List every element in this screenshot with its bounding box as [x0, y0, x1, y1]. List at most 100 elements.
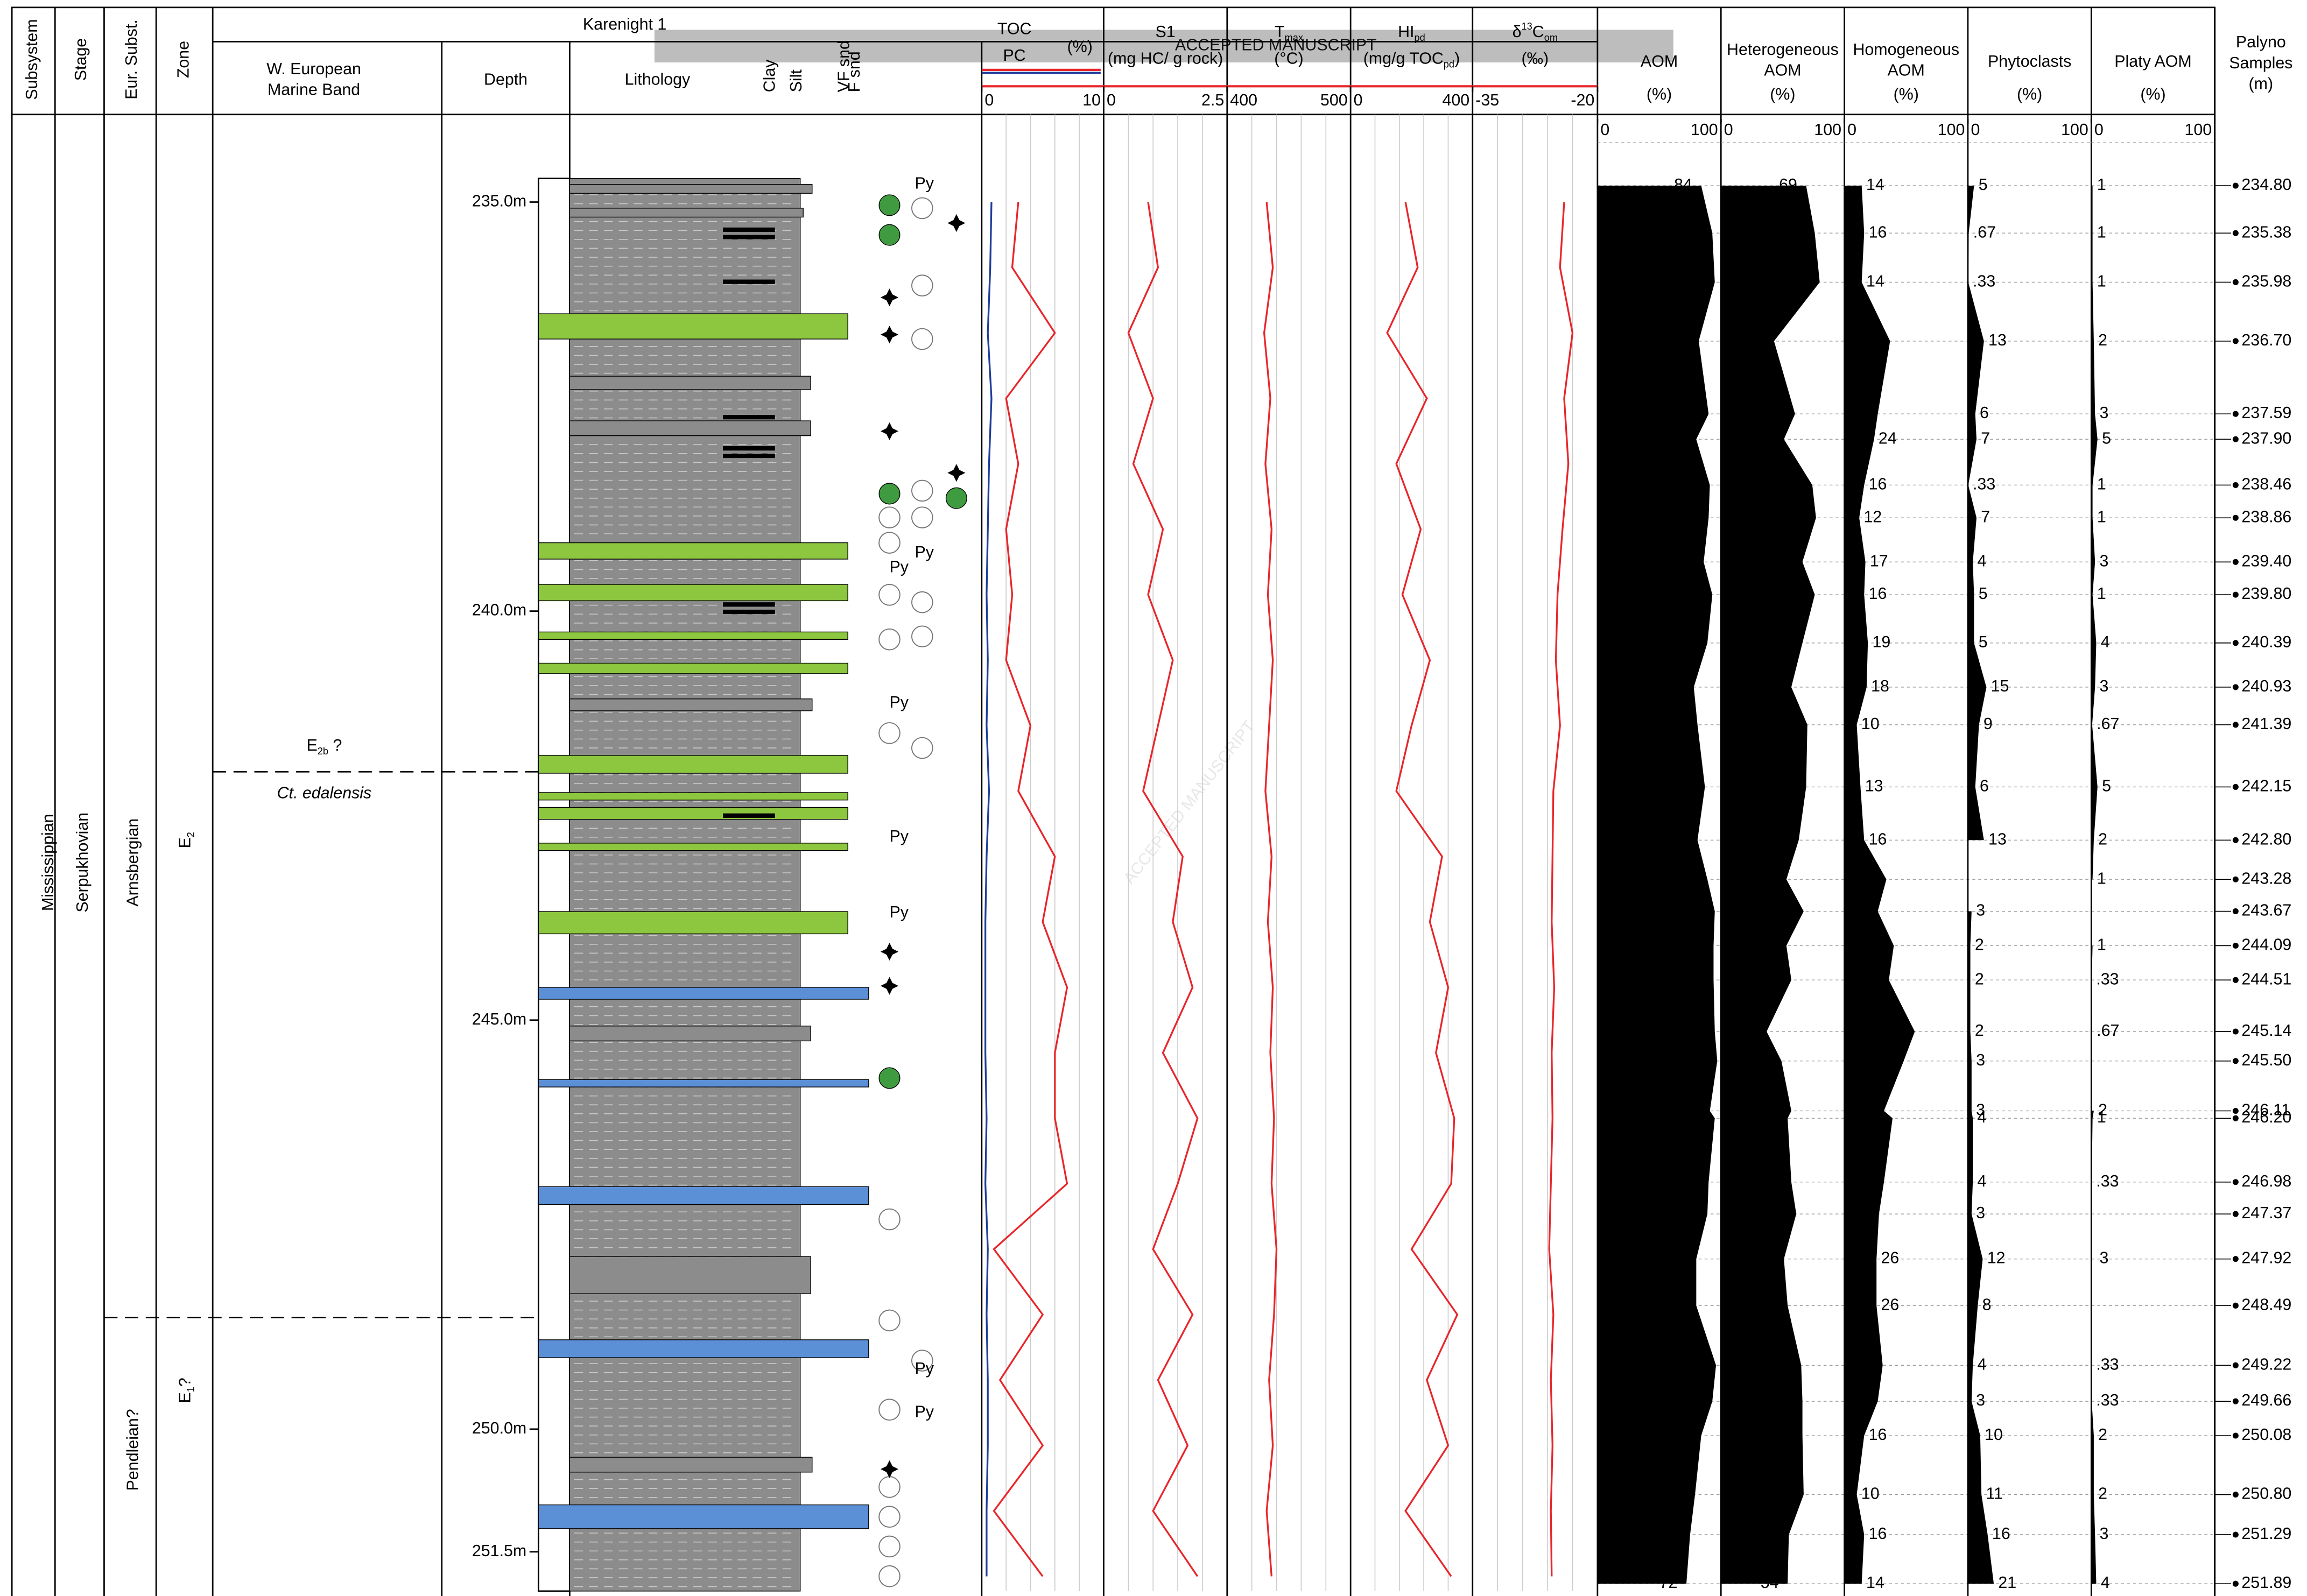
- x-tick-label: 0: [1107, 91, 1116, 109]
- shell-fossil: [912, 275, 933, 296]
- value-label: .67: [1973, 223, 1996, 241]
- text-part: (mg HC/ g rock): [1108, 50, 1223, 68]
- sample-label: 238.46: [2241, 475, 2291, 493]
- panel-unit: (%): [2017, 85, 2042, 103]
- depth-tick-label: 250.0m: [472, 1419, 526, 1437]
- value-label: 93: [1685, 1391, 1704, 1409]
- value-label: 53: [1759, 935, 1777, 954]
- siltstone-bed: [538, 793, 848, 800]
- plant-fossil: [879, 1068, 900, 1089]
- value-label: 2: [2098, 1425, 2107, 1444]
- plant-fossil: [879, 224, 900, 245]
- shell-fossil: [879, 507, 900, 528]
- value-label: 13: [1988, 331, 2007, 349]
- value-label: 12: [1863, 507, 1882, 526]
- column-header: Palyno: [2236, 33, 2286, 51]
- coal-streak: [723, 415, 775, 419]
- value-label: 57: [1764, 677, 1783, 695]
- shell-fossil: [879, 1506, 900, 1527]
- value-label: 57: [1764, 1172, 1783, 1190]
- value-label: 37: [1740, 1021, 1758, 1040]
- sample-point: [2233, 183, 2239, 189]
- column-header: Stage: [72, 38, 90, 81]
- value-label: 36: [1862, 970, 1880, 988]
- column-header: Depth: [484, 70, 527, 88]
- value-label: 37: [1863, 331, 1881, 349]
- value-label: 43: [1747, 331, 1765, 349]
- value-label: 3: [2099, 1524, 2108, 1543]
- text-part: (mg/g TOC: [1363, 50, 1444, 68]
- x-tick-label: 2.5: [1201, 91, 1224, 109]
- value-label: 39: [1866, 1108, 1884, 1126]
- sample-label: 248.49: [2241, 1295, 2291, 1313]
- value-label: 76: [1788, 223, 1806, 241]
- text-part: E: [175, 837, 194, 848]
- value-label: 63: [1771, 830, 1790, 848]
- sample-point: [2233, 515, 2239, 521]
- value-label: 31: [1855, 1355, 1874, 1373]
- value-label: 1: [2097, 584, 2106, 603]
- value-label: 3: [1976, 1051, 1985, 1069]
- coal-streak: [723, 610, 775, 614]
- value-label: 1: [2097, 272, 2106, 290]
- value-label: 89: [1680, 633, 1699, 651]
- text-part: (°C): [1274, 50, 1303, 68]
- panel-unit: (°C): [1274, 50, 1303, 68]
- value-label: 4: [1977, 1108, 1986, 1126]
- sample-point: [2233, 1581, 2239, 1587]
- value-label: 4: [2101, 633, 2110, 651]
- value-label: 4: [2101, 1573, 2110, 1592]
- value-label: 3: [2099, 1249, 2108, 1267]
- value-label: 16: [1992, 1524, 2010, 1543]
- sample-point: [2233, 1108, 2239, 1114]
- sample-point: [2233, 1058, 2239, 1064]
- value-label: 10: [1861, 715, 1880, 733]
- value-label: 49: [1754, 1051, 1773, 1069]
- profile-area: [1598, 186, 1717, 1584]
- x-tick-label: 100: [1938, 121, 1965, 139]
- band-fossil: Ct. edalensis: [277, 784, 372, 802]
- panel-title: Heterogeneous: [1727, 40, 1839, 59]
- value-label: 16: [1869, 475, 1887, 493]
- sample-label: 242.80: [2241, 830, 2291, 848]
- pyrite-label: Py: [915, 174, 934, 193]
- value-label: 48: [1876, 1051, 1895, 1069]
- sample-point: [2233, 482, 2239, 488]
- sample-label: 243.28: [2241, 869, 2291, 887]
- value-label: 10: [1985, 1425, 2003, 1444]
- value-label: 80: [1792, 272, 1811, 290]
- ruler: [538, 179, 569, 1591]
- figure: Karenight 1 ACCEPTED MANUSCRIPT ACCEPTED…: [0, 0, 2307, 1596]
- sample-label: 247.92: [2241, 1249, 2291, 1267]
- text-part: ?: [175, 1378, 194, 1387]
- sample-label: 240.39: [2241, 633, 2291, 651]
- bed: [569, 1256, 811, 1294]
- value-label: 17: [1870, 552, 1888, 570]
- value-label: 81: [1670, 715, 1689, 733]
- value-label: 6: [1980, 404, 1989, 422]
- pyrite-label: Py: [890, 693, 909, 711]
- value-label: 18: [1871, 677, 1889, 695]
- panel-unit: (mg HC/ g rock): [1108, 50, 1223, 68]
- well-name: Karenight 1: [583, 15, 666, 33]
- column-header: Zone: [174, 41, 193, 78]
- sample-label: 250.08: [2241, 1425, 2291, 1444]
- mudstone: [569, 179, 800, 1591]
- column-header: Marine Band: [268, 81, 360, 99]
- value-label: 2: [2098, 830, 2107, 848]
- sample-point: [2233, 592, 2239, 598]
- value-label: 80: [1669, 1249, 1687, 1267]
- sample-point: [2233, 1211, 2239, 1217]
- value-label: 51: [1757, 429, 1775, 447]
- value-label: 95: [1687, 1021, 1706, 1040]
- grain-size: F snd: [845, 51, 863, 92]
- depth-tick-label: 240.0m: [472, 601, 526, 619]
- value-label: 8: [1982, 1295, 1992, 1313]
- value-label: 79: [1668, 1485, 1686, 1503]
- value-label: 72: [1659, 1573, 1678, 1592]
- x-tick-label: -35: [1475, 91, 1499, 109]
- value-label: 21: [1998, 1573, 2016, 1592]
- shell-fossil: [912, 481, 933, 502]
- sample-label: 239.40: [2241, 552, 2291, 570]
- value-label: .67: [2097, 1021, 2119, 1040]
